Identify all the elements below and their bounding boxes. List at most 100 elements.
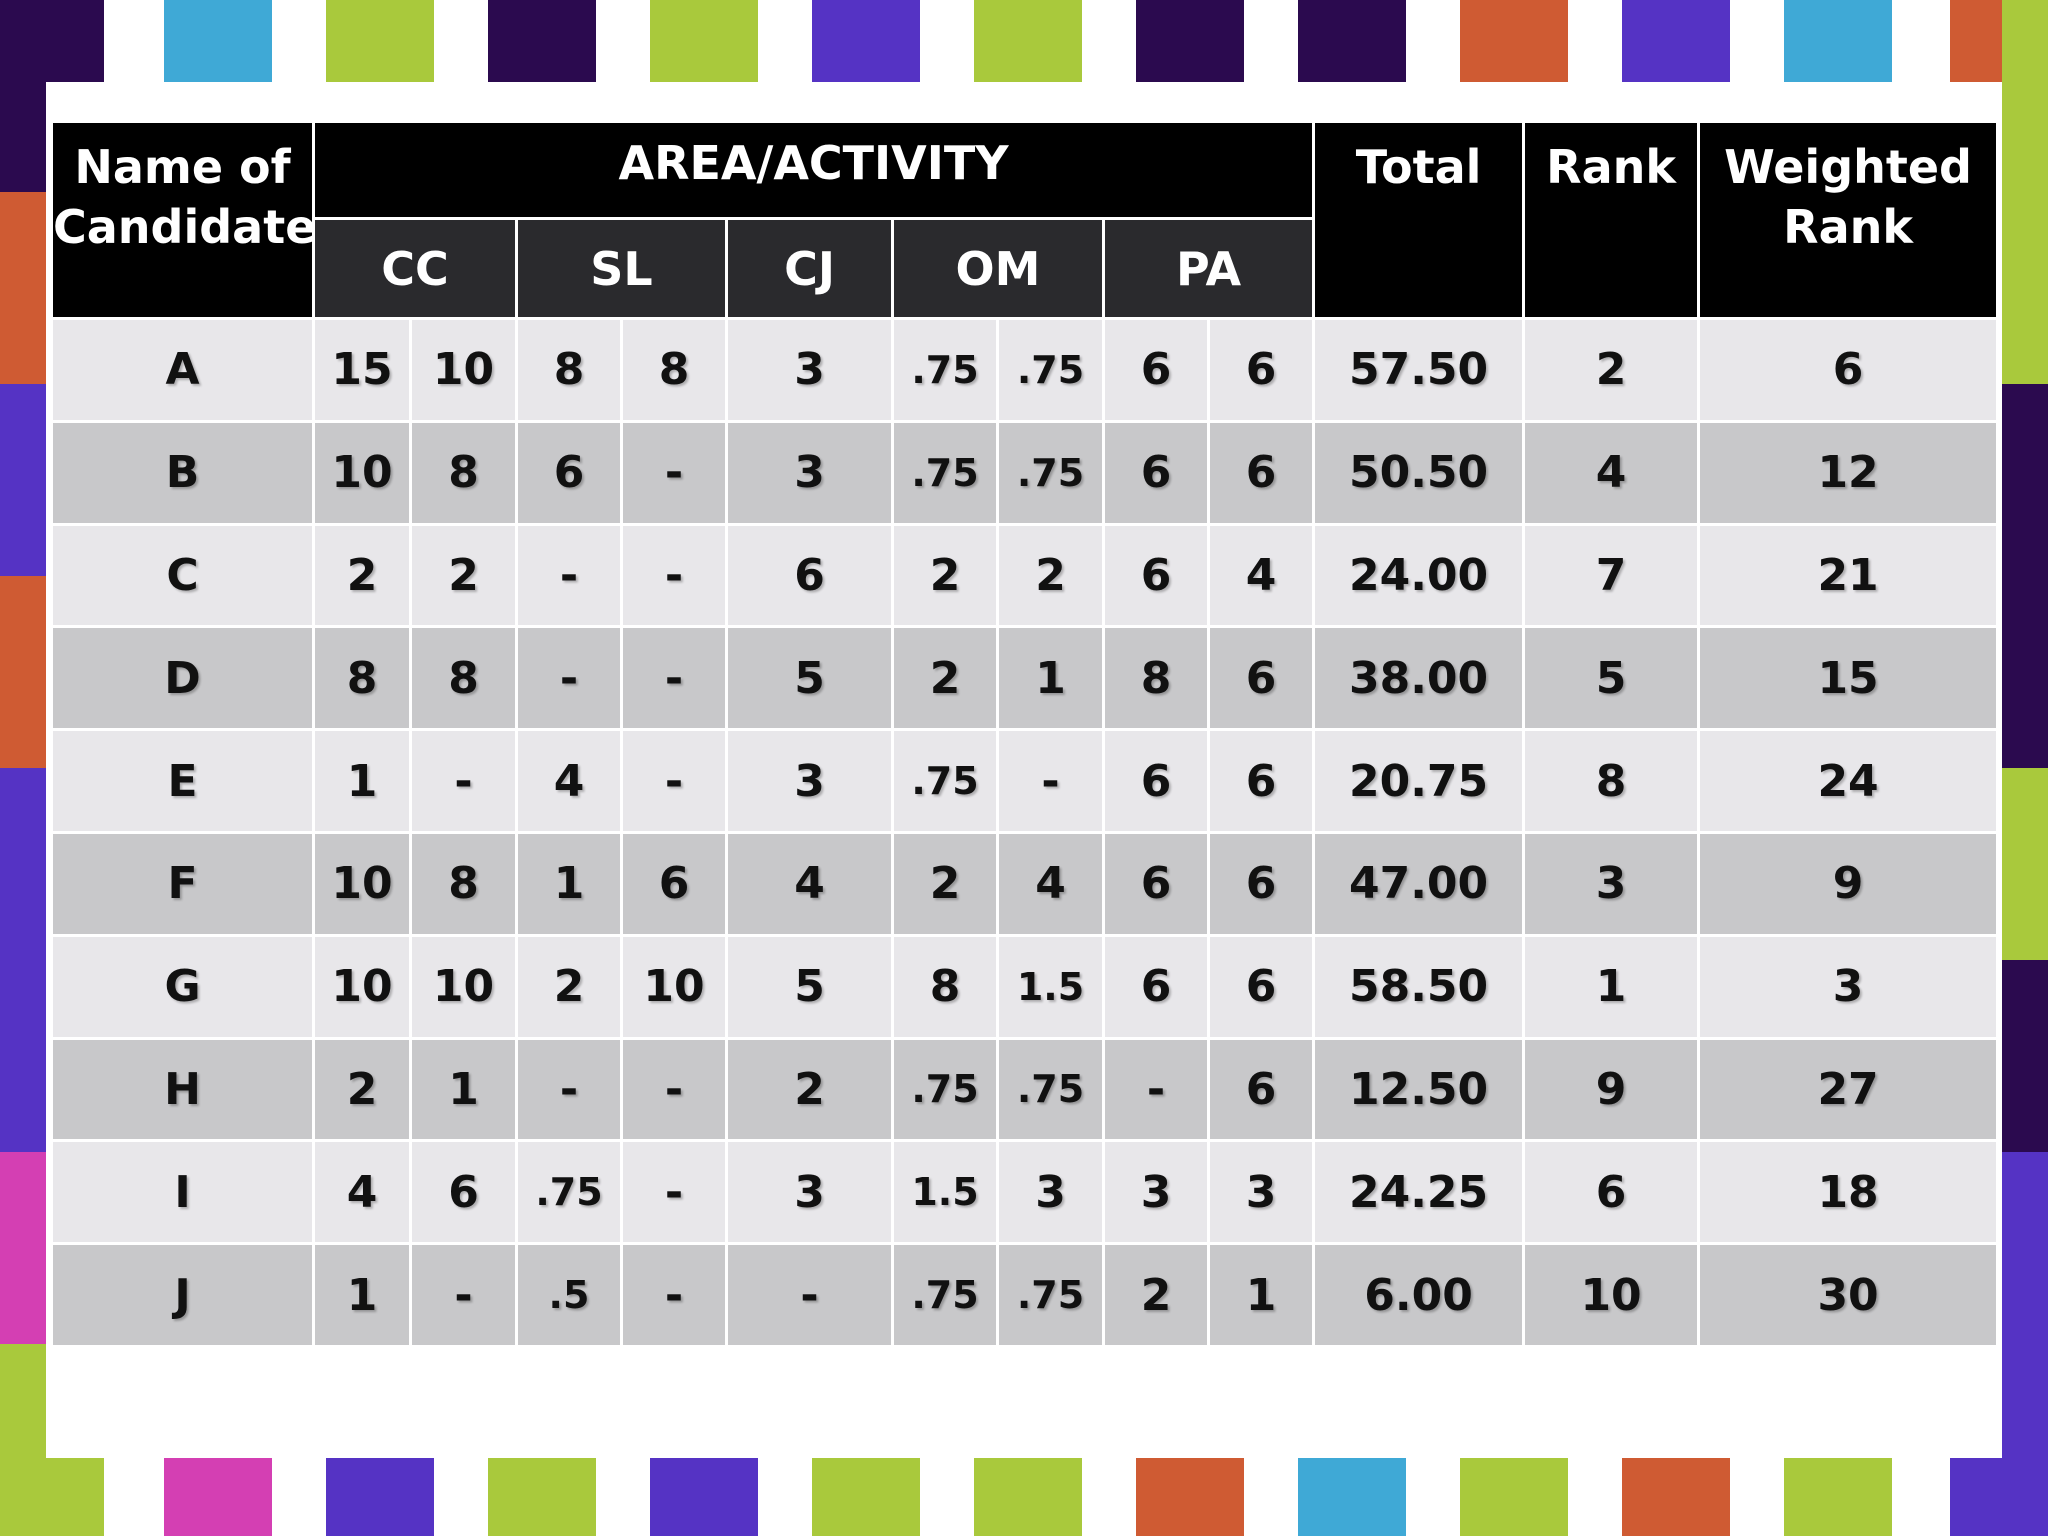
table-row: E 1-4-3.75-6 6 20.75 8 24: [50, 728, 2000, 834]
score-cell: .75: [891, 419, 999, 526]
header-rank: Rank: [1522, 120, 1701, 320]
score-cell: .75: [891, 728, 999, 834]
total-cell: 50.50: [1312, 419, 1526, 526]
score-cell: 3: [996, 1139, 1105, 1246]
right-color-strip: [2002, 1152, 2048, 1344]
score-cell: 6: [1206, 419, 1316, 526]
score-cell: 6: [1206, 1036, 1316, 1143]
bottom-color-square: [1622, 1458, 1730, 1536]
score-cell: .75: [891, 1242, 999, 1348]
left-color-strip: [0, 0, 46, 192]
score-cell: 2: [515, 933, 623, 1040]
weighted-rank-cell: 24: [1697, 728, 2000, 834]
top-color-square: [974, 0, 1082, 82]
score-cell: 6: [1206, 830, 1316, 937]
score-cell: 6: [1102, 728, 1210, 834]
score-cell: 6: [1102, 933, 1210, 1040]
score-cell: 6: [1102, 522, 1210, 629]
total-cell: 57.50: [1312, 317, 1526, 423]
score-cell: 5: [725, 625, 894, 732]
score-cell: 6: [1206, 317, 1316, 423]
rank-cell: 9: [1522, 1036, 1701, 1143]
rank-cell: 2: [1522, 317, 1701, 423]
left-color-strip: [0, 960, 46, 1152]
bottom-color-square: [650, 1458, 758, 1536]
candidate-name-cell: I: [50, 1139, 315, 1246]
candidate-name-cell: A: [50, 317, 315, 423]
score-cell: 6: [515, 419, 623, 526]
score-cell: 1: [409, 1036, 518, 1143]
score-cell: 8: [891, 933, 999, 1040]
table-row: I 4 6.75-3 1.5 3 3 3 24.25 6 18: [50, 1139, 2000, 1246]
score-cell: -: [409, 1242, 518, 1348]
score-cell: 4: [1206, 522, 1316, 629]
right-color-strip: [2002, 768, 2048, 960]
score-cell: -: [620, 1036, 728, 1143]
rank-cell: 4: [1522, 419, 1701, 526]
score-cell: 1: [515, 830, 623, 937]
weighted-rank-cell: 30: [1697, 1242, 2000, 1348]
score-cell: 8: [409, 830, 518, 937]
top-color-square: [326, 0, 434, 82]
table-row: H 2 1- -2.75.75-6 12.50 9 27: [50, 1036, 2000, 1143]
score-cell: 2: [1102, 1242, 1210, 1348]
score-cell: 2: [891, 625, 999, 732]
top-color-square: [1298, 0, 1406, 82]
header-group-om: OM: [891, 217, 1105, 320]
score-cell: 4: [312, 1139, 412, 1246]
candidate-name-cell: B: [50, 419, 315, 526]
header-name-of-candidate: Name of Candidate: [50, 120, 315, 320]
weighted-rank-cell: 6: [1697, 317, 2000, 423]
total-cell: 24.25: [1312, 1139, 1526, 1246]
score-cell: 2: [891, 830, 999, 937]
score-cell: 3: [725, 317, 894, 423]
left-color-strip: [0, 384, 46, 576]
score-cell: .75: [515, 1139, 623, 1246]
score-cell: .75: [891, 317, 999, 423]
score-cell: .5: [515, 1242, 623, 1348]
score-cell: 2: [312, 1036, 412, 1143]
score-cell: 10: [312, 830, 412, 937]
score-cell: -: [620, 728, 728, 834]
table-row: D 8 8- -5 2 1 8 6 38.00 5 15: [50, 625, 2000, 732]
score-cell: .75: [891, 1036, 999, 1143]
right-color-strip: [2002, 192, 2048, 384]
score-cell: 4: [515, 728, 623, 834]
score-cell: 8: [312, 625, 412, 732]
score-cell: -: [620, 1242, 728, 1348]
bottom-color-square: [1784, 1458, 1892, 1536]
top-color-square: [488, 0, 596, 82]
weighted-rank-cell: 21: [1697, 522, 2000, 629]
header-group-pa: PA: [1101, 217, 1316, 320]
score-cell: 15: [312, 317, 412, 423]
score-cell: 10: [620, 933, 728, 1040]
score-cell: -: [1102, 1036, 1210, 1143]
score-cell: 6: [1206, 625, 1316, 732]
score-cell: 10: [312, 933, 412, 1040]
score-cell: .75: [996, 419, 1105, 526]
score-cell: 3: [1102, 1139, 1210, 1246]
right-color-strip: [2002, 0, 2048, 192]
candidate-name-cell: C: [50, 522, 315, 629]
score-cell: 6: [1206, 933, 1316, 1040]
top-color-square: [650, 0, 758, 82]
header-weighted-rank: Weighted Rank: [1697, 120, 2000, 320]
weighted-rank-cell: 18: [1697, 1139, 2000, 1246]
table-row: J 1- .5- - .75.75 2 1 6.00 10 30: [50, 1242, 2000, 1348]
score-cell: 8: [409, 419, 518, 526]
candidate-name-cell: H: [50, 1036, 315, 1143]
rank-cell: 6: [1522, 1139, 1701, 1246]
score-cell: 6: [1102, 317, 1210, 423]
score-cell: 1: [1206, 1242, 1316, 1348]
score-cell: 8: [1102, 625, 1210, 732]
candidate-name-cell: F: [50, 830, 315, 937]
score-cell: -: [620, 419, 728, 526]
rank-cell: 3: [1522, 830, 1701, 937]
score-cell: 10: [312, 419, 412, 526]
total-cell: 6.00: [1312, 1242, 1526, 1348]
header-group-sl: SL: [515, 217, 728, 320]
table-row: C 2 2- -6 2 2 6 4 24.00 7 21: [50, 522, 2000, 629]
weighted-rank-cell: 3: [1697, 933, 2000, 1040]
score-cell: 2: [996, 522, 1105, 629]
rank-cell: 7: [1522, 522, 1701, 629]
